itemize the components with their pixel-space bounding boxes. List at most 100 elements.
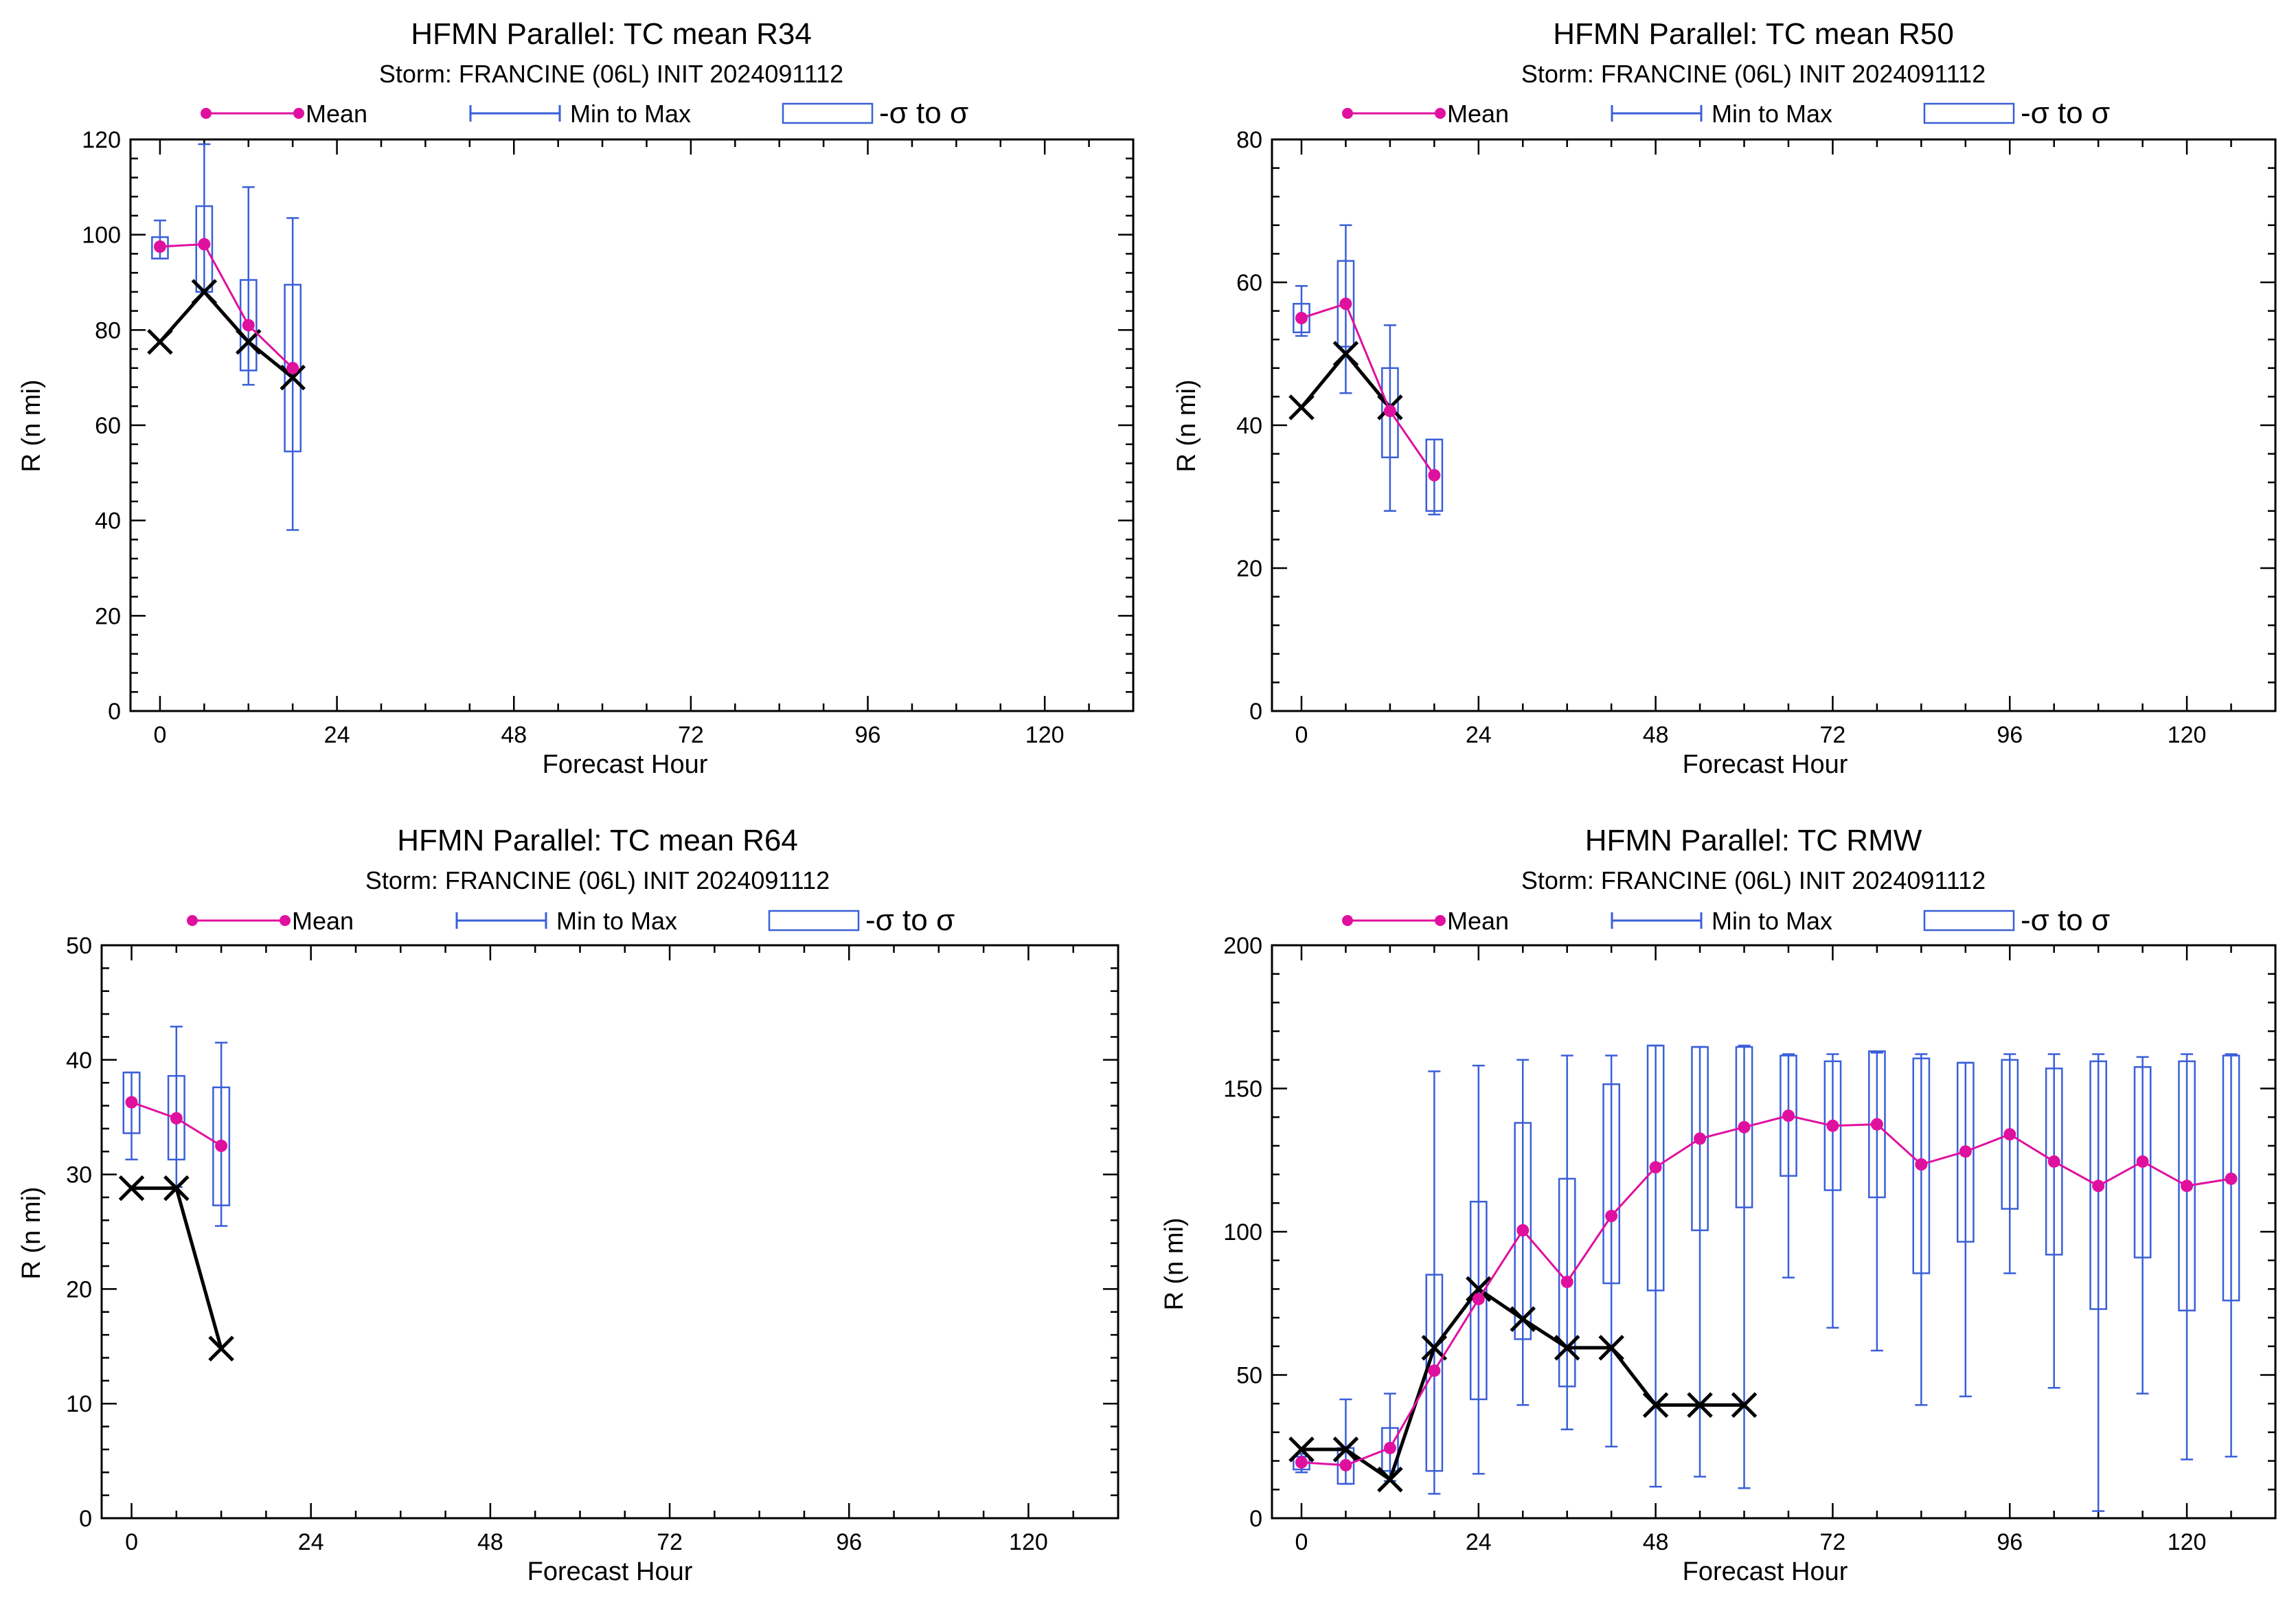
observed-marker-stroke <box>1554 1335 1580 1361</box>
observed-marker <box>163 1175 190 1202</box>
legend: Mean Min to Max -σ to σ <box>201 96 968 130</box>
y-tick-label: 80 <box>95 317 121 343</box>
legend-sigma-box <box>1923 910 2015 932</box>
legend-mean-marker <box>293 108 304 119</box>
x-tick-label: 72 <box>1820 1529 1846 1555</box>
legend-mean-marker <box>1435 915 1446 926</box>
observed-marker <box>1642 1392 1669 1419</box>
panel-r64: HFMN Parallel: TC mean R64 Storm: FRANCI… <box>17 824 1119 1586</box>
chart-subtitle: Storm: FRANCINE (06L) INIT 2024091112 <box>365 866 830 894</box>
observed-marker-stroke <box>1598 1335 1624 1361</box>
chart-title: HFMN Parallel: TC mean R64 <box>397 824 798 857</box>
sigma-box <box>1337 260 1355 348</box>
y-tick-label: 40 <box>1236 413 1262 439</box>
mean-point <box>2003 1128 2016 1141</box>
legend-range-label: Min to Max <box>556 907 677 935</box>
mean-point <box>1516 1223 1530 1237</box>
mean-point <box>1560 1275 1573 1288</box>
mean-point <box>2136 1155 2149 1168</box>
plot-frame <box>129 138 1135 712</box>
y-tick-label: 20 <box>95 603 121 629</box>
mean-point <box>2181 1180 2194 1193</box>
y-tick-label: 150 <box>1223 1076 1262 1103</box>
observed-marker-stroke <box>147 328 173 355</box>
observed-marker-stroke <box>1466 1276 1492 1302</box>
legend-mean-marker <box>280 915 291 926</box>
observed-marker <box>1731 1392 1758 1419</box>
observed-marker <box>118 1175 145 1202</box>
x-tick-label: 24 <box>298 1529 324 1555</box>
sigma-box <box>2045 1068 2063 1256</box>
y-axis-label: R (n mi) <box>1160 1217 1189 1310</box>
sigma-box <box>2178 1060 2196 1311</box>
legend-sigma-label: -σ to σ <box>2021 903 2110 937</box>
x-tick-label: 24 <box>324 722 350 748</box>
sigma-box <box>1558 1177 1576 1388</box>
observed-marker <box>280 364 306 391</box>
observed-marker <box>1377 1466 1403 1493</box>
observed-marker <box>191 279 218 305</box>
mean-point <box>242 319 255 332</box>
x-axis-label: Forecast Hour <box>527 1557 693 1586</box>
y-tick-label: 50 <box>66 933 92 959</box>
x-tick-label: 0 <box>1295 1529 1308 1555</box>
panel-r50: HFMN Parallel: TC mean R50 Storm: FRANCI… <box>1172 17 2277 779</box>
sigma-box <box>2001 1059 2019 1210</box>
x-tick-label: 96 <box>1997 1529 2023 1555</box>
sigma-box <box>1691 1046 1709 1232</box>
sigma-box <box>1381 1427 1399 1472</box>
legend-sigma-box <box>768 910 860 932</box>
x-tick-label: 0 <box>1295 722 1308 748</box>
observed-marker-stroke <box>1288 1436 1315 1463</box>
observed-marker <box>1332 1436 1359 1463</box>
x-tick-label: 120 <box>1025 722 1065 748</box>
observed-marker-stroke <box>1332 341 1359 367</box>
observed-marker <box>1687 1392 1713 1419</box>
mean-line <box>1301 302 1435 476</box>
observed-marker-stroke <box>280 364 306 391</box>
legend: Mean Min to Max -σ to σ <box>1342 96 2110 130</box>
chart-subtitle: Storm: FRANCINE (06L) INIT 2024091112 <box>1521 60 1986 88</box>
mean-point <box>1959 1145 1972 1158</box>
mean-point <box>1428 1364 1441 1377</box>
legend-mean-marker <box>1342 915 1353 926</box>
legend-mean-label: Mean <box>1447 100 1509 128</box>
mean-point <box>1295 1456 1308 1469</box>
legend-mean-label: Mean <box>306 100 367 128</box>
sigma-box <box>1646 1044 1665 1291</box>
observed-marker-stroke <box>1288 394 1315 420</box>
mean-point <box>1870 1118 1883 1131</box>
y-tick-label: 40 <box>95 508 121 534</box>
x-tick-label: 0 <box>125 1529 138 1555</box>
legend-mean-label: Mean <box>1447 907 1509 935</box>
y-tick-label: 30 <box>66 1162 92 1188</box>
sigma-box <box>1381 367 1399 459</box>
observed-marker <box>1554 1335 1580 1361</box>
plot-area: 0 24 48 72 96 120 0 50 100 150 200 <box>1223 933 2277 1555</box>
mean-point <box>1826 1119 1839 1132</box>
chart-title: HFMN Parallel: TC mean R50 <box>1553 17 1954 51</box>
legend-mean-marker <box>201 108 212 119</box>
x-tick-label: 72 <box>678 722 704 748</box>
observed-marker <box>1598 1335 1624 1361</box>
y-tick-label: 0 <box>1249 1506 1262 1532</box>
legend-sigma-label: -σ to σ <box>879 96 968 130</box>
x-tick-label: 48 <box>477 1529 503 1555</box>
mean-point <box>1694 1132 1707 1145</box>
mean-point <box>1428 469 1441 482</box>
mean-point <box>1915 1158 1928 1171</box>
mean-line <box>159 242 294 369</box>
x-tick-label: 0 <box>153 722 166 748</box>
sigma-box <box>1293 302 1310 334</box>
x-tick-label: 96 <box>836 1529 862 1555</box>
chart-subtitle: Storm: FRANCINE (06L) INIT 2024091112 <box>379 60 843 88</box>
panel-r34: HFMN Parallel: TC mean R34 Storm: FRANCI… <box>17 17 1135 779</box>
sigma-box <box>212 1086 231 1206</box>
x-tick-label: 24 <box>1466 1529 1492 1555</box>
x-axis-label: Forecast Hour <box>1683 1557 1848 1586</box>
sigma-box <box>2222 1054 2240 1302</box>
legend-range-label: Min to Max <box>1712 100 1832 128</box>
observed-marker <box>147 328 173 355</box>
x-tick-label: 96 <box>1997 722 2023 748</box>
mean-point <box>1339 297 1352 311</box>
